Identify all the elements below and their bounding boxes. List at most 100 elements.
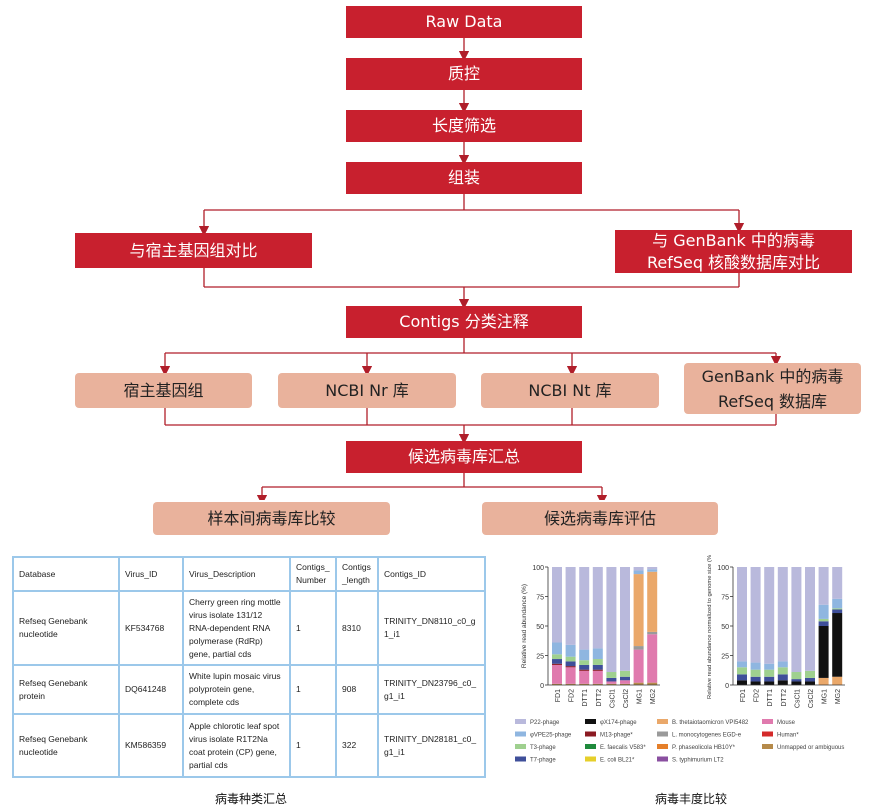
- x-tick-label: FD2: [754, 689, 761, 702]
- bar-segment: [633, 570, 644, 575]
- bar-segment: [764, 663, 775, 670]
- table-cell: 8310: [335, 590, 379, 666]
- bar-segment: [552, 664, 562, 684]
- bar-segment: [592, 669, 603, 671]
- legend-swatch: [585, 744, 596, 749]
- legend-label: E. faecalis V583*: [600, 745, 646, 751]
- y-axis-label: Relative read abundance normalized to ge…: [707, 555, 713, 699]
- abundance-charts: 0 25 50 75 100 Relative read abundance (%) FD1…: [515, 555, 845, 764]
- bar-segment: [633, 574, 644, 647]
- bar-segment: [579, 683, 590, 685]
- legend-label: M13-phage*: [600, 733, 633, 739]
- bar-segment: [818, 626, 829, 678]
- bar-segment: [764, 676, 775, 682]
- x-tick-label: CsCl2: [623, 689, 630, 708]
- bar-segment: [565, 644, 576, 657]
- legend-label: B. thetaiotaomicron VPI5482: [672, 720, 749, 726]
- chart-caption: 病毒丰度比较: [655, 792, 728, 806]
- y-tick-label: 100: [717, 565, 729, 572]
- bar-segment: [805, 670, 815, 678]
- bar-segment: [832, 567, 843, 599]
- legend-label: Human*: [777, 733, 799, 739]
- legend-label: φX174-phage: [600, 720, 637, 726]
- x-tick-label: DTT2: [596, 689, 603, 707]
- legend-swatch: [515, 719, 526, 724]
- legend-label: T7-phage: [530, 758, 556, 764]
- bar-segment: [620, 683, 630, 685]
- x-tick-label: MG1: [822, 689, 829, 704]
- x-tick-label: MG1: [637, 689, 644, 704]
- raw-data-step: Raw Data: [346, 6, 582, 38]
- bar-segment: [620, 670, 630, 677]
- x-tick-label: MG2: [835, 689, 842, 704]
- bar-segment: [791, 567, 802, 673]
- y-axis-label: Relative read abundance (%): [521, 584, 528, 668]
- legend-swatch: [585, 756, 596, 762]
- bar-segment: [565, 683, 576, 685]
- table-cell: 1: [289, 664, 337, 715]
- bar-segment: [565, 667, 576, 684]
- bar-segment: [647, 682, 658, 685]
- bar-segment: [592, 683, 603, 685]
- bar-segment: [818, 604, 829, 619]
- legend-label: Mouse: [777, 720, 796, 726]
- bar-segment: [579, 567, 590, 650]
- refseq-compare-line2: RefSeq 核酸数据库对比: [646, 252, 821, 272]
- bar-segment: [832, 608, 843, 610]
- bar-segment: [592, 648, 603, 660]
- table-cell: KM586359: [118, 713, 184, 778]
- legend-label: φVPE25-phage: [530, 733, 572, 739]
- column-header: Contigs _length: [335, 556, 379, 592]
- bar-segment: [552, 659, 562, 664]
- bar-segment: [832, 609, 843, 614]
- x-tick-label: FD1: [555, 689, 562, 702]
- bar-segment: [777, 680, 788, 685]
- legend-swatch: [515, 731, 526, 737]
- bar-segment: [579, 664, 590, 670]
- column-header: Contigs_ID: [377, 556, 486, 592]
- column-header: Database: [12, 556, 120, 592]
- bar-segment: [737, 674, 747, 681]
- bar-segment: [818, 677, 829, 685]
- legend-label: P. phaseolicola HB10Y*: [672, 745, 736, 751]
- column-header: Virus_ID: [118, 556, 184, 592]
- bar-segment: [818, 567, 829, 605]
- table-cell: 322: [335, 713, 379, 778]
- table-cell: 1: [289, 713, 337, 778]
- sample-compare-step: 样本间病毒库比较: [153, 502, 390, 535]
- legend-swatch: [657, 756, 668, 762]
- legend-label: S. typhimurium LT2: [672, 758, 724, 764]
- x-tick-label: MG2: [650, 689, 657, 704]
- bar-segment: [764, 681, 775, 685]
- bar-segment: [832, 676, 843, 685]
- legend-swatch: [762, 719, 773, 724]
- legend-swatch: [762, 731, 773, 737]
- bar-segment: [832, 598, 843, 609]
- table-cell: Refseq Genebank nucleotide: [12, 590, 120, 666]
- bar-segment: [764, 567, 775, 664]
- bar-segment: [552, 663, 562, 665]
- table-cell: Apple chlorotic leaf spot virus isolate …: [182, 713, 291, 778]
- x-tick-label: FD1: [740, 689, 747, 702]
- bar-segment: [633, 649, 644, 683]
- bar-segment: [552, 642, 562, 655]
- bar-segment: [777, 667, 788, 675]
- y-tick-label: 50: [721, 624, 729, 631]
- bar-segment: [606, 672, 617, 678]
- bar-segment: [750, 669, 761, 677]
- bar-segment: [579, 669, 590, 671]
- virus-table: Database Virus_ID Virus_Description Contigs…: [12, 556, 486, 778]
- y-tick-label: 50: [536, 624, 544, 631]
- bar-segment: [579, 649, 590, 661]
- bar-segment: [805, 681, 815, 685]
- host-genome-db: 宿主基因组: [75, 373, 252, 408]
- assembly-step: 组装: [346, 162, 582, 194]
- bar-segment: [647, 631, 658, 635]
- table-cell: White lupin mosaic virus polyprotein gen…: [182, 664, 291, 715]
- genbank-refseq-db: GenBank 中的病毒 RefSeq 数据库: [684, 363, 861, 414]
- candidate-eval-step: 候选病毒库评估: [482, 502, 718, 535]
- y-tick-label: 100: [532, 565, 544, 572]
- y-tick-label: 75: [536, 595, 544, 602]
- bar-segment: [579, 660, 590, 665]
- ncbi-nt-db: NCBI Nt 库: [481, 373, 659, 408]
